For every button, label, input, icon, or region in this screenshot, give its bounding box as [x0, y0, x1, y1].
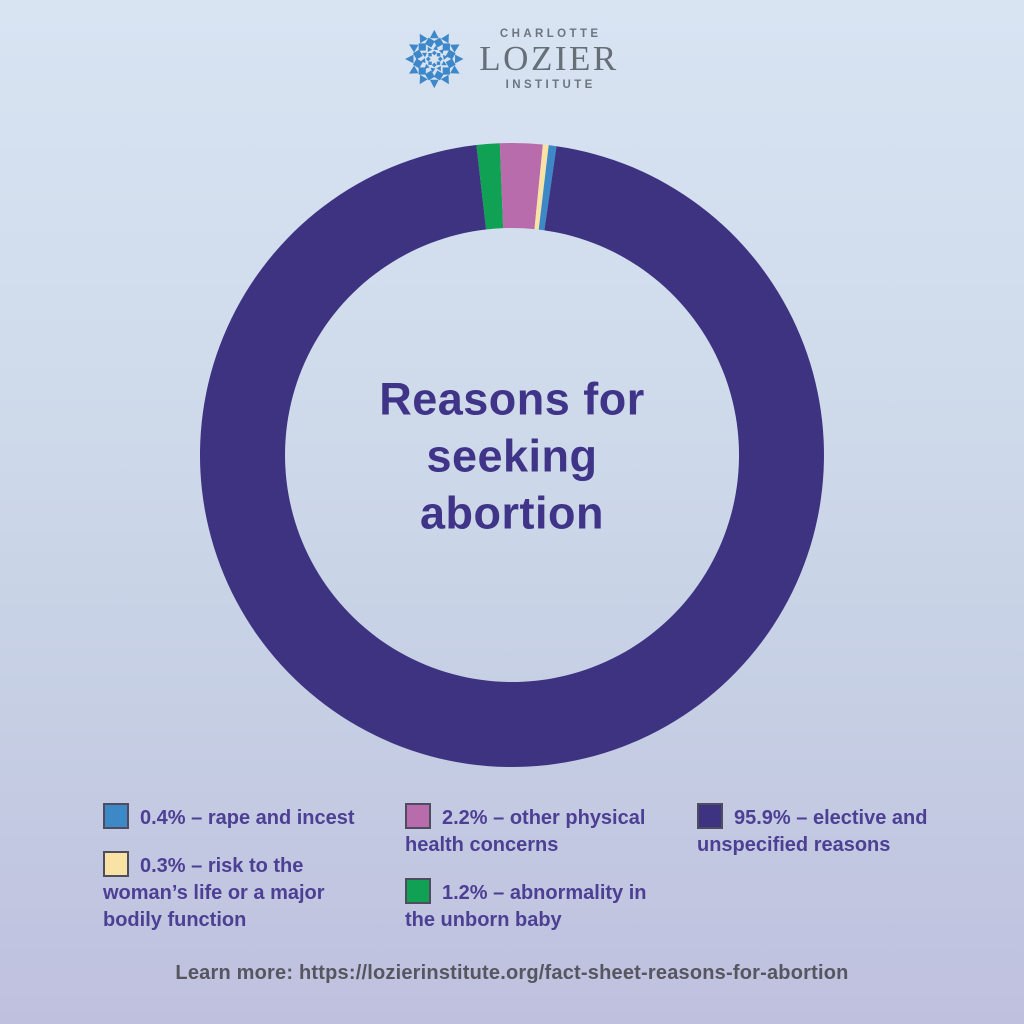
legend-swatch-blue: [103, 803, 129, 829]
legend-column-3: 95.9% – elective and unspecified reasons: [697, 803, 937, 878]
legend-swatch-yellow: [103, 851, 129, 877]
donut-slice-1: [499, 143, 543, 230]
legend-item-risk-to-life: 0.3% – risk to the woman’s life or a maj…: [103, 851, 373, 934]
logo-line-institute: INSTITUTE: [505, 78, 596, 91]
legend-swatch-pink: [405, 803, 431, 829]
legend-label: health concerns: [405, 834, 559, 856]
legend-item-other-physical-health: 2.2% – other physical health concerns: [405, 803, 670, 859]
chart-title-line-2: seeking: [426, 430, 598, 482]
legend-item-rape-and-incest: 0.4% – rape and incest: [103, 803, 373, 832]
logo-line-charlotte: CHARLOTTE: [499, 28, 602, 40]
legend-label: woman’s life or a major: [103, 882, 325, 904]
donut-slice-2: [534, 144, 549, 230]
legend-label: bodily function: [103, 909, 247, 931]
legend-column-1: 0.4% – rape and incest 0.3% – risk to th…: [103, 803, 373, 953]
legend-swatch-green: [405, 878, 431, 904]
legend-column-2: 2.2% – other physical health concerns 1.…: [405, 803, 670, 953]
legend-item-abnormality: 1.2% – abnormality in the unborn baby: [405, 878, 670, 934]
legend-item-elective: 95.9% – elective and unspecified reasons: [697, 803, 937, 859]
chart-title-line-1: Reasons for: [379, 373, 645, 425]
chart-title-line-3: abortion: [420, 487, 604, 539]
starburst-icon: [405, 30, 464, 89]
legend-label: 1.2% – abnormality in: [442, 882, 647, 904]
footer: Learn more: https://lozierinstitute.org/…: [0, 962, 1024, 985]
charlotte-lozier-logo: CHARLOTTE LOZIER INSTITUTE: [405, 28, 618, 91]
logo-line-lozier: LOZIER: [479, 39, 619, 78]
learn-more-link[interactable]: Learn more: https://lozierinstitute.org/…: [175, 962, 849, 984]
legend-swatch-purple: [697, 803, 723, 829]
donut-slice-3: [538, 145, 557, 231]
logo-wordmark: CHARLOTTE LOZIER INSTITUTE: [479, 28, 618, 91]
legend-label: 0.4% – rape and incest: [140, 807, 355, 829]
donut-slice-0: [476, 143, 504, 230]
legend-label: 2.2% – other physical: [442, 807, 646, 829]
legend-label: 95.9% – elective and: [734, 807, 928, 829]
legend-label: the unborn baby: [405, 909, 562, 931]
legend-label: unspecified reasons: [697, 834, 891, 856]
legend-label: 0.3% – risk to the: [140, 855, 304, 877]
chart-title: Reasons for seeking abortion: [379, 371, 645, 542]
